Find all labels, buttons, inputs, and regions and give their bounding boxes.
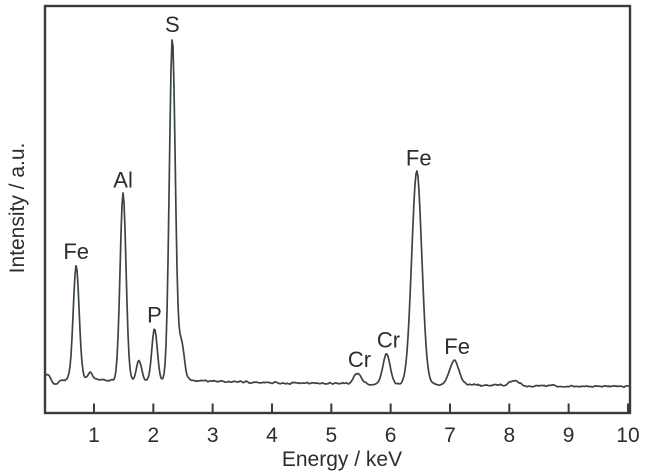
peak-label-cr-5.93: Cr [377, 328, 400, 353]
x-tick-label: 4 [266, 424, 278, 447]
x-tick-label: 5 [325, 424, 337, 447]
peak-label-fe-0.7: Fe [63, 239, 89, 264]
x-axis-tick-labels: 1 2 3 4 5 6 7 8 9 10 [88, 424, 639, 447]
x-tick-label: 1 [88, 424, 100, 447]
x-tick-label: 3 [207, 424, 219, 447]
x-tick-label: 10 [616, 424, 639, 447]
x-axis-title: Energy / keV [282, 448, 402, 471]
spectrum-curve [44, 39, 631, 389]
x-tick-label: 8 [503, 424, 515, 447]
x-axis-ticks [93, 403, 629, 412]
peak-label-cr-5.44: Cr [348, 347, 371, 372]
x-tick-label: 9 [563, 424, 575, 447]
peak-label-al-1.49: Al [113, 168, 133, 193]
peak-label-p-2.02: P [147, 302, 162, 327]
plot-area [43, 4, 632, 415]
y-axis-title: Intensity / a.u. [6, 143, 29, 274]
x-tick-label: 6 [385, 424, 397, 447]
x-tick-label: 2 [147, 424, 159, 447]
peak-label-s-2.32: S [165, 12, 180, 37]
peak-label-fe-6.44: Fe [406, 145, 432, 170]
x-tick-label: 7 [444, 424, 456, 447]
peak-label-fe-7.07: Fe [444, 334, 470, 359]
